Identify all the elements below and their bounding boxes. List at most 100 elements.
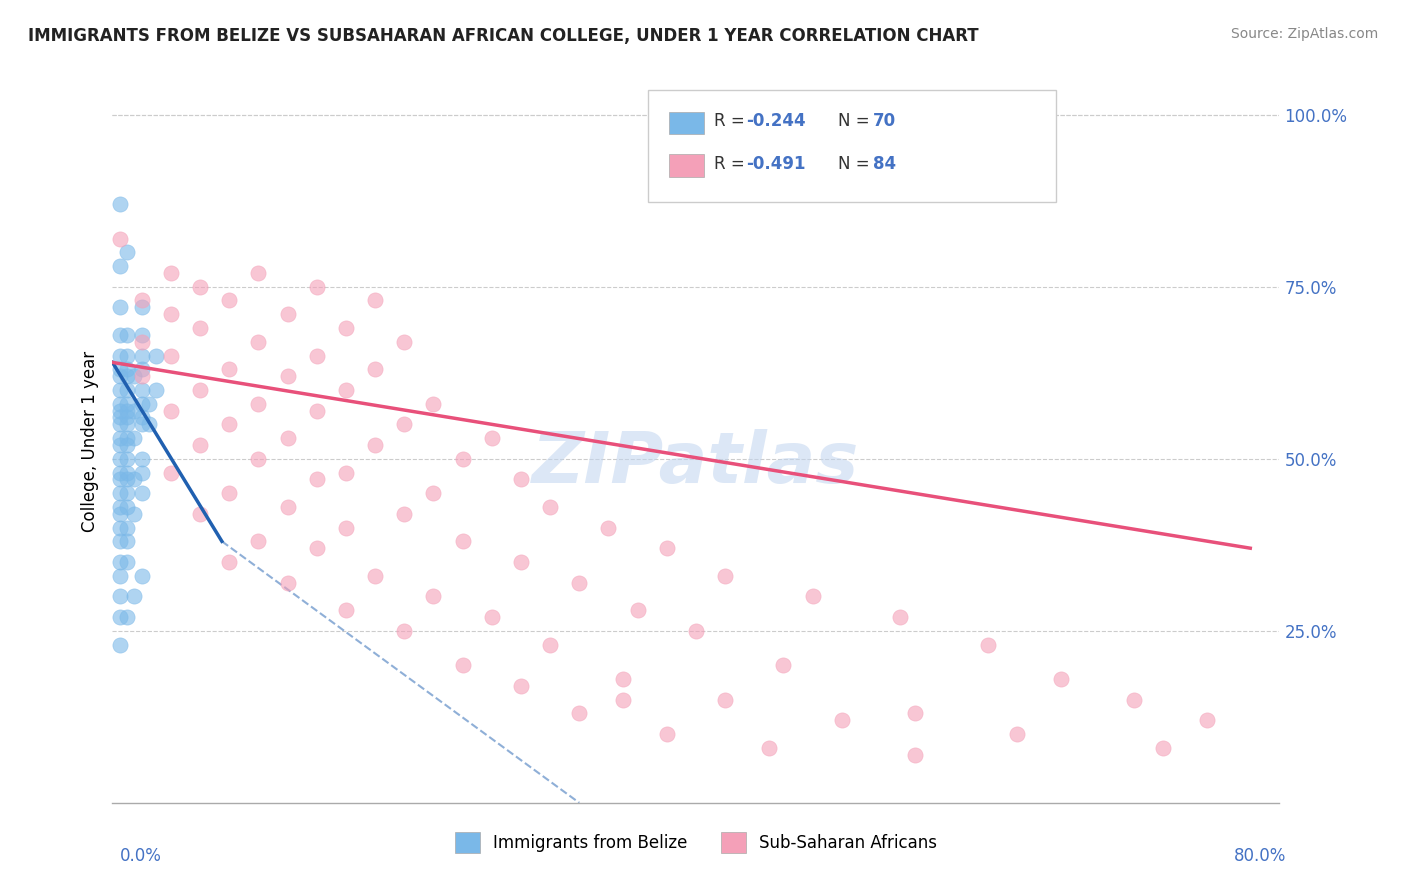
Point	[108, 610, 131, 624]
Point	[131, 334, 153, 349]
Point	[714, 568, 737, 582]
Point	[108, 486, 131, 500]
Point	[247, 397, 270, 411]
Point	[108, 431, 131, 445]
Point	[160, 403, 183, 417]
Point	[276, 431, 298, 445]
Text: IMMIGRANTS FROM BELIZE VS SUBSAHARAN AFRICAN COLLEGE, UNDER 1 YEAR CORRELATION C: IMMIGRANTS FROM BELIZE VS SUBSAHARAN AFR…	[28, 27, 979, 45]
Point	[218, 417, 240, 432]
Point	[188, 321, 211, 335]
Point	[247, 451, 270, 466]
Point	[131, 301, 153, 315]
Point	[218, 486, 240, 500]
Point	[612, 692, 634, 706]
Point	[451, 658, 474, 673]
Point	[115, 610, 138, 624]
Text: 70: 70	[873, 112, 896, 130]
Point	[904, 747, 927, 762]
Point	[509, 472, 531, 486]
Point	[124, 507, 146, 521]
Text: 80.0%: 80.0%	[1234, 847, 1286, 865]
Point	[305, 279, 328, 293]
Point	[218, 555, 240, 569]
Point	[598, 520, 620, 534]
Point	[124, 472, 146, 486]
Point	[335, 466, 357, 480]
Point	[422, 486, 444, 500]
Point	[115, 349, 138, 363]
Point	[627, 603, 650, 617]
Point	[218, 293, 240, 308]
Point	[538, 638, 561, 652]
Point	[1152, 740, 1174, 755]
Point	[394, 624, 416, 638]
Point	[568, 706, 591, 721]
Point	[108, 231, 131, 245]
Point	[115, 431, 138, 445]
Point	[160, 266, 183, 280]
Text: -0.491: -0.491	[747, 155, 806, 173]
Point	[685, 624, 707, 638]
Point	[904, 706, 927, 721]
Point	[276, 575, 298, 590]
Point	[481, 431, 503, 445]
Text: R =: R =	[714, 112, 751, 130]
Point	[655, 727, 678, 741]
Point	[115, 245, 138, 260]
Point	[115, 417, 138, 432]
Point	[108, 410, 131, 425]
Point	[131, 397, 153, 411]
Point	[115, 369, 138, 384]
Point	[108, 500, 131, 514]
Point	[108, 568, 131, 582]
Point	[145, 349, 167, 363]
Point	[160, 307, 183, 321]
Text: -0.244: -0.244	[747, 112, 806, 130]
Point	[481, 610, 503, 624]
Point	[509, 679, 531, 693]
Point	[115, 520, 138, 534]
Point	[335, 383, 357, 397]
Point	[115, 438, 138, 452]
Point	[115, 555, 138, 569]
Point	[115, 472, 138, 486]
Point	[115, 451, 138, 466]
Point	[772, 658, 794, 673]
Point	[188, 279, 211, 293]
Point	[108, 590, 131, 604]
Point	[108, 397, 131, 411]
Point	[160, 466, 183, 480]
Point	[364, 568, 387, 582]
Point	[247, 266, 270, 280]
Point	[115, 500, 138, 514]
Point	[108, 638, 131, 652]
Point	[108, 451, 131, 466]
Point	[451, 451, 474, 466]
Point	[124, 590, 146, 604]
Point	[188, 383, 211, 397]
Point	[115, 362, 138, 376]
Point	[131, 486, 153, 500]
Point	[305, 403, 328, 417]
Point	[1195, 713, 1218, 727]
Point	[131, 466, 153, 480]
Point	[108, 417, 131, 432]
Point	[394, 334, 416, 349]
Point	[131, 327, 153, 342]
Point	[394, 507, 416, 521]
Point	[188, 507, 211, 521]
Point	[131, 568, 153, 582]
Point	[124, 369, 146, 384]
Point	[115, 383, 138, 397]
Text: ZIPatlas: ZIPatlas	[533, 429, 859, 498]
Point	[115, 466, 138, 480]
Text: N =: N =	[838, 112, 875, 130]
Point	[131, 451, 153, 466]
Point	[108, 362, 131, 376]
Point	[188, 438, 211, 452]
Point	[218, 362, 240, 376]
Point	[108, 349, 131, 363]
Point	[108, 507, 131, 521]
Point	[451, 534, 474, 549]
Point	[108, 472, 131, 486]
